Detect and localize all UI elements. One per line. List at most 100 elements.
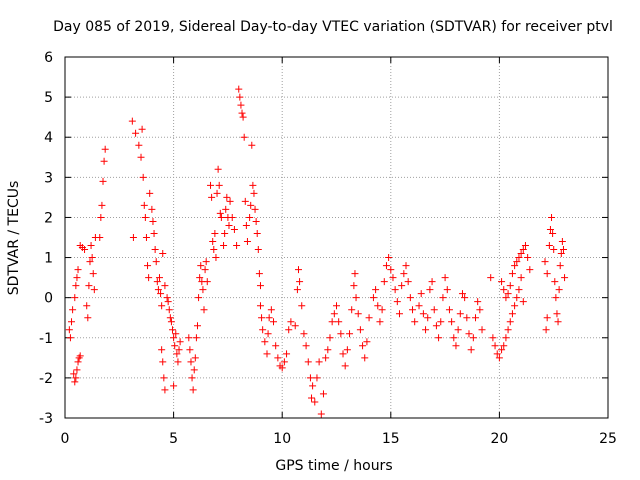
data-point: [387, 266, 395, 274]
x-axis-label: GPS time / hours: [275, 458, 392, 474]
data-point: [250, 189, 258, 197]
data-point: [200, 306, 208, 314]
data-point: [435, 334, 443, 342]
data-point: [86, 258, 94, 266]
data-point: [146, 189, 154, 197]
data-point: [158, 346, 166, 354]
data-point: [73, 274, 81, 282]
data-point: [217, 213, 225, 221]
data-point: [159, 250, 167, 258]
x-tick-label: 15: [382, 431, 400, 447]
data-point: [185, 334, 193, 342]
data-point: [199, 286, 207, 294]
data-point: [398, 282, 406, 290]
data-point: [196, 274, 204, 282]
data-point: [265, 314, 273, 322]
data-point: [81, 246, 89, 254]
data-point: [236, 93, 244, 101]
data-point: [409, 306, 417, 314]
data-point: [261, 338, 269, 346]
data-point: [190, 366, 198, 374]
data-point: [502, 294, 510, 302]
data-point: [545, 242, 553, 250]
data-point: [212, 254, 220, 262]
data-point: [517, 250, 525, 258]
data-point: [541, 258, 549, 266]
data-point: [380, 278, 388, 286]
data-point: [350, 282, 358, 290]
data-point: [169, 326, 177, 334]
data-point: [300, 330, 308, 338]
y-tick-label: -2: [39, 371, 53, 387]
data-point: [85, 282, 93, 290]
data-point: [309, 382, 317, 390]
data-point: [302, 342, 310, 350]
data-point: [101, 145, 109, 153]
data-point: [202, 258, 210, 266]
data-point: [201, 266, 209, 274]
data-point: [189, 386, 197, 394]
data-point: [419, 310, 427, 318]
data-point: [356, 326, 364, 334]
data-point: [463, 314, 471, 322]
data-point: [461, 294, 469, 302]
data-point: [493, 350, 501, 358]
data-point: [71, 294, 79, 302]
data-point: [293, 286, 301, 294]
data-series: [65, 85, 569, 418]
data-point: [238, 109, 246, 117]
data-point: [140, 201, 148, 209]
data-point: [422, 326, 430, 334]
data-point: [437, 318, 445, 326]
data-point: [267, 306, 275, 314]
data-point: [225, 221, 233, 229]
data-point: [242, 221, 250, 229]
data-point: [542, 326, 550, 334]
data-point: [255, 270, 263, 278]
data-point: [543, 270, 551, 278]
y-tick-label: 0: [44, 291, 53, 307]
data-point: [498, 346, 506, 354]
y-tick-label: 1: [44, 251, 53, 267]
data-point: [151, 246, 159, 254]
data-point: [557, 250, 565, 258]
data-point: [241, 197, 249, 205]
data-point: [287, 318, 295, 326]
data-point: [526, 266, 534, 274]
data-point: [432, 322, 440, 330]
data-point: [489, 334, 497, 342]
data-point: [176, 338, 184, 346]
y-tick-label: 4: [44, 130, 53, 146]
data-point: [74, 266, 82, 274]
data-point: [233, 242, 241, 250]
data-point: [100, 157, 108, 165]
data-point: [549, 229, 557, 237]
data-point: [561, 274, 569, 282]
y-tick-label: 2: [44, 210, 53, 226]
data-point: [376, 318, 384, 326]
data-point: [517, 274, 525, 282]
data-point: [96, 234, 104, 241]
data-point: [359, 342, 367, 350]
data-point: [163, 294, 171, 302]
data-point: [191, 354, 199, 362]
data-point: [252, 217, 260, 225]
data-point: [552, 294, 560, 302]
data-point: [74, 358, 82, 366]
data-point: [315, 358, 323, 366]
data-point: [220, 242, 228, 250]
data-point: [170, 334, 178, 342]
data-point: [174, 358, 182, 366]
data-point: [411, 318, 419, 326]
data-point: [70, 370, 78, 378]
data-point: [99, 177, 107, 185]
data-point: [216, 209, 224, 217]
data-point: [68, 318, 76, 326]
data-point: [550, 246, 558, 254]
data-point: [164, 298, 172, 306]
data-point: [253, 229, 261, 237]
data-point: [498, 278, 506, 286]
data-point: [319, 390, 327, 398]
data-point: [157, 290, 165, 298]
data-point: [270, 318, 278, 326]
